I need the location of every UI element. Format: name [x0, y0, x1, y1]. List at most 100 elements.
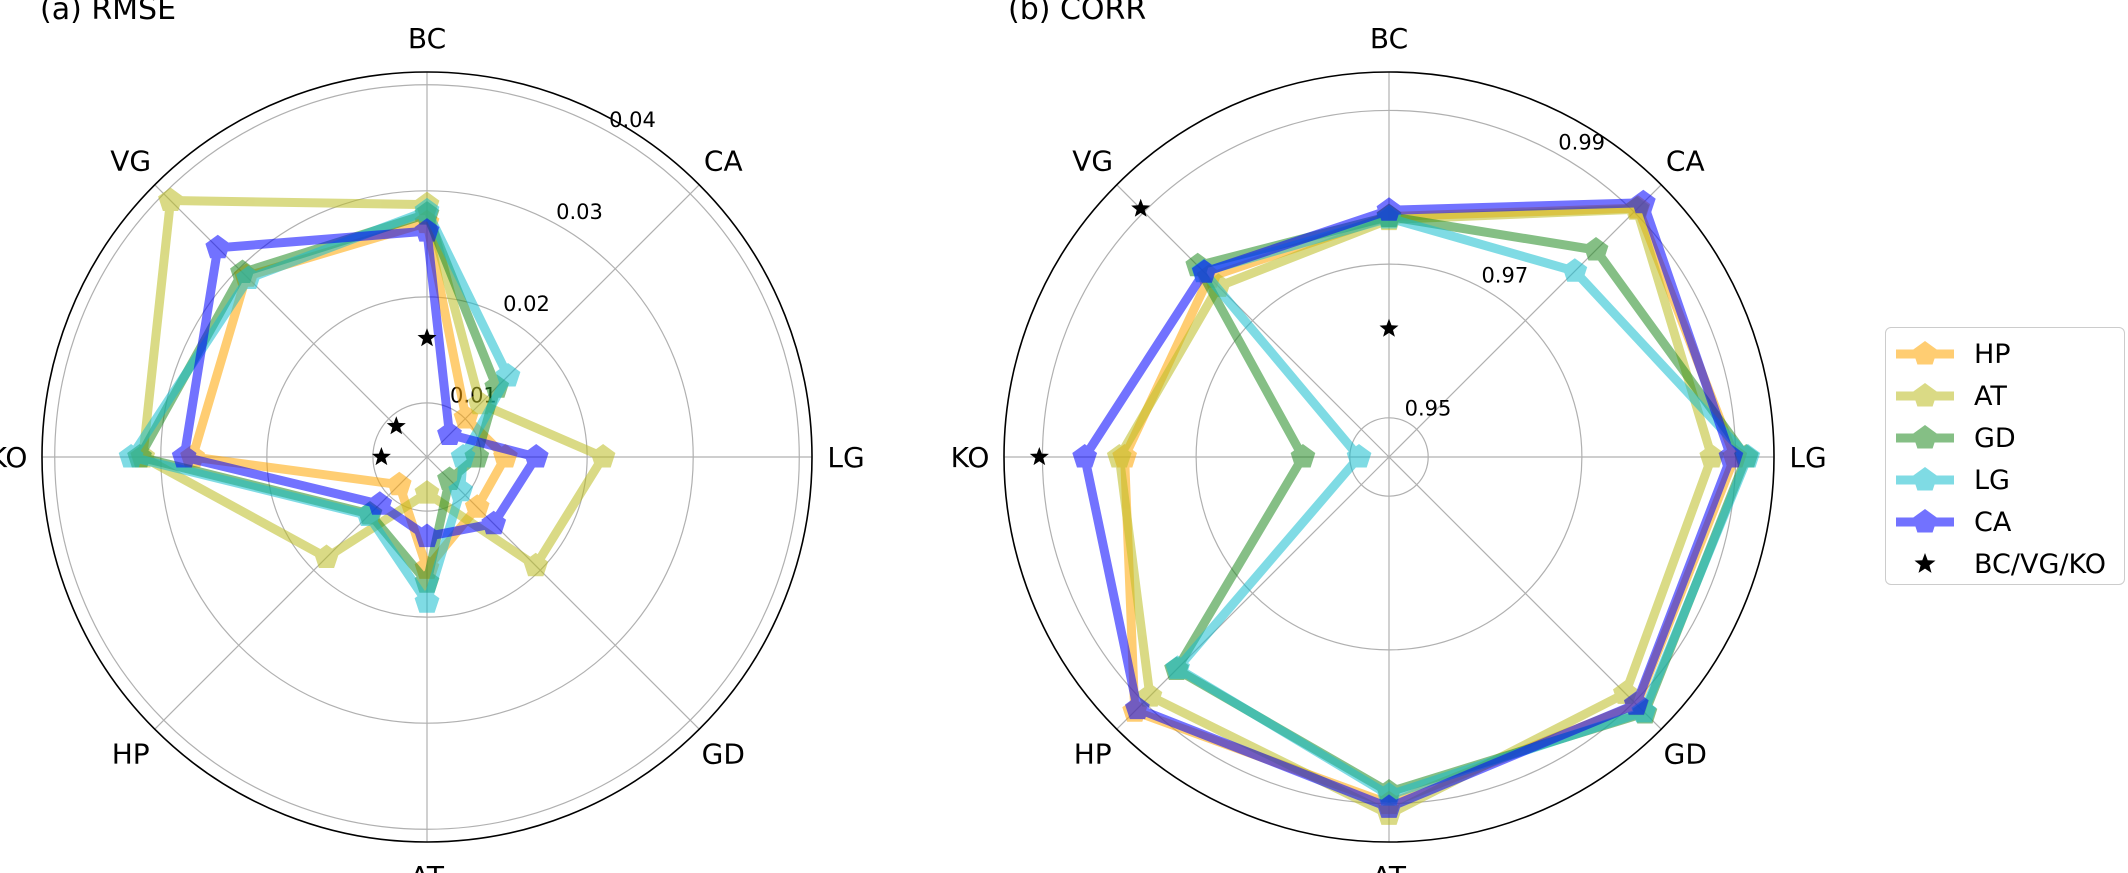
category-label-ko: KO: [0, 441, 27, 474]
legend-label: AT: [1974, 380, 2007, 412]
category-label-lg: LG: [827, 441, 864, 474]
data-point-lg-ko: [118, 444, 144, 468]
legend-item-hp: HP: [1894, 334, 2011, 374]
data-point-ca-bc: [1376, 197, 1402, 221]
rtick-label: 0.99: [1558, 130, 1605, 154]
radar-chart-0: 0.010.020.030.04BCCALGGDATHPKOVG: [0, 22, 865, 873]
polar-frame: [41, 71, 813, 843]
data-point-ca-ko: [171, 444, 197, 468]
reference-star-ko: [1029, 447, 1049, 466]
rtick-label: 0.03: [556, 200, 603, 224]
data-point-lg-gd: [448, 477, 474, 502]
data-point-ca-vg: [205, 234, 231, 259]
legend-star-icon: [1914, 553, 1936, 573]
category-label-lg: LG: [1789, 441, 1826, 474]
data-point-ca-bc: [414, 218, 440, 242]
legend-swatch-icon: [1896, 383, 1954, 407]
data-point-at-gd: [523, 552, 549, 577]
legend-item-lg: LG: [1894, 460, 2010, 500]
legend-label: CA: [1974, 506, 2012, 538]
data-point-at-lg: [1699, 444, 1725, 468]
reference-star-bc: [1379, 318, 1399, 337]
data-point-lg-bc: [414, 197, 440, 222]
rtick-label: 0.02: [503, 292, 550, 316]
grid-spoke: [1388, 456, 1662, 730]
data-point-ca-lg: [523, 444, 549, 468]
legend-label: BC/VG/KO: [1974, 548, 2106, 580]
legend-swatch-icon: [1896, 509, 1954, 533]
category-label-ko: KO: [951, 441, 990, 474]
legend-item-ca: CA: [1894, 502, 2011, 542]
radar-chart-1: 0.95 0.97 0.99 BC CA LG GD AT HP KO VG: [951, 22, 1827, 873]
data-point-ca-lg: [1718, 444, 1744, 468]
reference-star-vg: [1131, 198, 1151, 217]
grid-spoke: [154, 184, 428, 458]
data-point-ca-at: [414, 523, 440, 548]
rtick-label: 0.04: [609, 108, 656, 132]
data-point-ca-vg: [1191, 259, 1217, 283]
data-point-at-ko: [1106, 444, 1132, 468]
legend-label: LG: [1974, 464, 2010, 496]
data-point-ca-hp: [1125, 695, 1150, 720]
legend-swatch-icon: [1896, 467, 1954, 491]
grid-spoke: [1116, 184, 1390, 458]
data-point-ca-at: [1376, 794, 1402, 818]
category-label-at: AT: [1372, 860, 1407, 873]
data-point-lg-lg: [450, 444, 476, 468]
chart-title-rmse: (a) RMSE: [40, 0, 177, 27]
data-point-lg-vg: [236, 265, 261, 289]
data-point-ca-ko: [1072, 444, 1098, 468]
data-point-at-vg: [158, 187, 183, 211]
reference-star-bc: [417, 328, 437, 347]
category-label-bc: BC: [1370, 22, 1408, 55]
polar-frame: [1003, 71, 1775, 843]
data-point-at-hp: [314, 544, 339, 568]
legend-label: GD: [1974, 422, 2016, 454]
reference-star-ko: [371, 447, 391, 466]
category-label-hp: HP: [112, 737, 150, 770]
data-point-ca-ca: [437, 421, 462, 445]
data-point-at-lg: [590, 444, 616, 468]
data-point-at-at: [414, 480, 440, 504]
data-point-lg-hp: [1165, 655, 1190, 679]
series-ca: [1072, 189, 1744, 818]
series-lg: [118, 197, 521, 613]
data-point-lg-ko: [1346, 444, 1372, 468]
legend-item-gd: GD: [1894, 418, 2016, 458]
legend-swatch-icon: [1896, 341, 1954, 365]
category-label-gd: GD: [1664, 737, 1707, 770]
category-label-at: AT: [410, 860, 445, 873]
category-label-bc: BC: [408, 22, 446, 55]
data-point-gd-ko: [1290, 444, 1316, 468]
data-point-hp-hp: [386, 471, 412, 496]
data-point-gd-ca: [1583, 237, 1609, 261]
data-point-ca-gd: [481, 510, 507, 535]
category-label-vg: VG: [110, 145, 151, 178]
series-ca: [171, 218, 549, 548]
legend-swatch-icon: [1896, 425, 1954, 449]
category-label-vg: VG: [1072, 145, 1113, 178]
legend-item-bc-vg-ko: BC/VG/KO: [1894, 544, 2106, 584]
category-label-gd: GD: [702, 737, 745, 770]
grid-spoke: [1388, 184, 1662, 458]
legend: HP AT GD LG CA BC/VG/KO: [1885, 327, 2125, 585]
series-at: [130, 187, 616, 577]
data-point-ca-gd: [1623, 691, 1649, 715]
data-point-lg-ca: [495, 363, 521, 387]
legend-label: HP: [1974, 338, 2011, 370]
category-label-ca: CA: [1666, 145, 1705, 178]
data-point-hp-gd: [464, 494, 490, 518]
category-label-ca: CA: [704, 145, 743, 178]
rtick-label: 0.97: [1481, 263, 1528, 287]
rtick-label: 0.95: [1405, 397, 1452, 421]
chart-title-corr: (b) CORR: [1008, 0, 1147, 27]
grid-spoke: [1116, 456, 1390, 730]
legend-item-at: AT: [1894, 376, 2007, 416]
data-point-lg-lg: [1735, 444, 1761, 468]
reference-star-vg: [386, 416, 406, 435]
data-point-ca-hp: [367, 491, 393, 515]
data-point-lg-at: [414, 589, 440, 613]
data-point-lg-ca: [1562, 258, 1588, 282]
category-label-hp: HP: [1074, 737, 1112, 770]
